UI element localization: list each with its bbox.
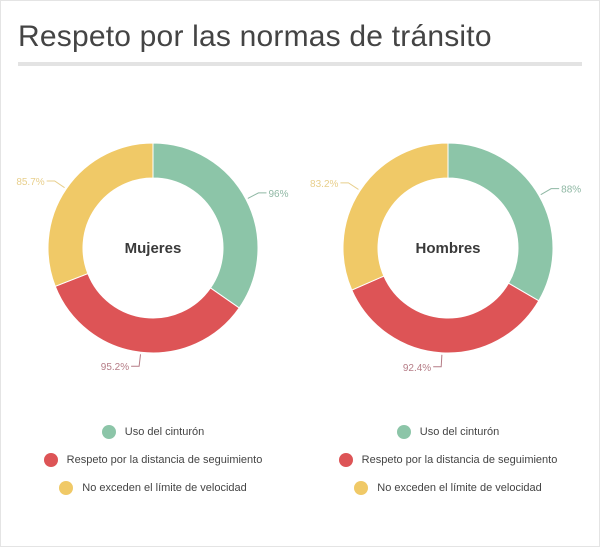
donut-segment[interactable] [342, 142, 449, 291]
data-label: 88% [561, 185, 581, 196]
legend-dot-icon [396, 425, 411, 439]
data-label: 92.4% [403, 363, 431, 374]
data-label: 96% [268, 189, 288, 200]
center-label: Mujeres [125, 240, 182, 257]
data-label: 95.2% [101, 362, 129, 373]
center-label: Hombres [415, 240, 480, 257]
legend-label: No exceden el límite de velocidad [377, 482, 542, 494]
data-label: 85.7% [16, 177, 44, 188]
legend-item[interactable]: No exceden el límite de velocidad [3, 481, 303, 495]
legend-dot-icon [338, 453, 353, 467]
legend-item[interactable]: Respeto por la distancia de seguimiento [298, 453, 598, 467]
legend-label: Uso del cinturón [124, 426, 205, 438]
donut-segment[interactable] [54, 272, 240, 354]
data-label: 83.2% [310, 179, 338, 190]
label-leader-line [46, 180, 65, 189]
legend-label: Respeto por la distancia de seguimiento [66, 454, 263, 466]
label-leader-line [340, 182, 359, 190]
legend-label: No exceden el límite de velocidad [82, 482, 247, 494]
legend-label: Respeto por la distancia de seguimiento [361, 454, 558, 466]
title-divider [18, 62, 582, 66]
legend-label: Uso del cinturón [419, 426, 500, 438]
label-leader-line [131, 354, 142, 367]
page-title: Respeto por las normas de tránsito [18, 20, 492, 53]
donut-segment[interactable] [447, 142, 554, 302]
legend-item[interactable]: Uso del cinturón [298, 425, 598, 439]
legend-item[interactable]: Uso del cinturón [3, 425, 303, 439]
label-leader-line [540, 188, 560, 196]
legend-dot-icon [101, 425, 116, 439]
label-leader-line [247, 192, 267, 199]
legend-item[interactable]: No exceden el límite de velocidad [298, 481, 598, 495]
legend-dot-icon [59, 481, 74, 495]
donut-segment[interactable] [47, 142, 154, 287]
legend-dot-icon [354, 481, 369, 495]
legend-dot-icon [43, 453, 58, 467]
legend-item[interactable]: Respeto por la distancia de seguimiento [3, 453, 303, 467]
donut-segment[interactable] [351, 275, 540, 354]
label-leader-line [433, 354, 443, 368]
donut-segment[interactable] [152, 142, 259, 309]
